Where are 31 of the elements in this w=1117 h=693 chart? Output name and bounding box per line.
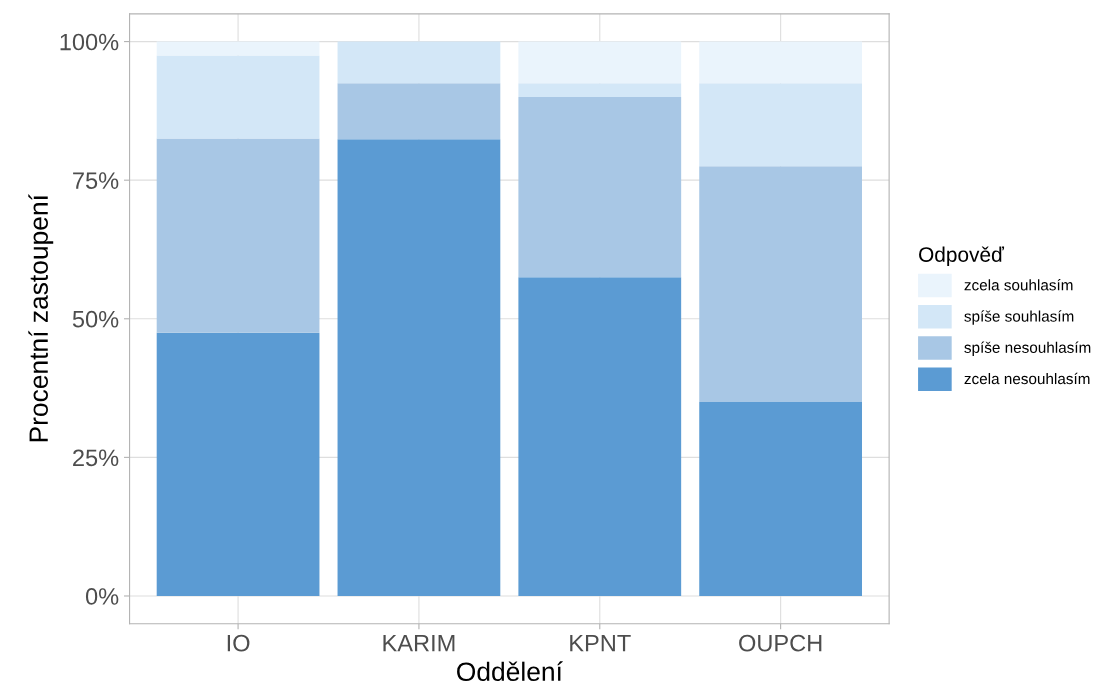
bar [699,401,862,596]
bar [156,55,320,139]
bar [518,97,682,278]
bar [699,166,862,402]
legend-title: Odpověď [919,246,1005,267]
x-tick-label: IO [227,634,250,652]
x-tick-label: OUPCH [739,634,822,652]
bar [518,41,682,84]
x-tick-label: KARIM [383,634,455,652]
y-tick-label: 0% [85,588,119,605]
bar [699,83,862,167]
x-axis-title: Oddělení [457,661,563,682]
bar [156,332,320,596]
bar [156,41,320,56]
y-tick-label: 100% [60,33,119,51]
legend-label: zcela souhlasím [964,279,1073,291]
y-tick-label: 25% [73,449,119,467]
y-tick-label: 50% [72,310,119,328]
bar [518,277,682,596]
legend-label: spíše nesouhlasím [964,341,1091,356]
x-tick-label: KPNT [570,634,631,652]
legend-label: zcela nesouhlasím [964,372,1090,385]
bar [337,41,501,84]
bar [518,83,682,98]
y-tick-label: 75% [73,172,119,189]
bar [337,139,501,596]
bar [337,83,501,140]
y-axis-title: Procentní zastoupení [28,194,54,442]
bar [156,138,320,333]
legend-label: spíše souhlasím [964,310,1074,325]
bar [699,41,862,84]
